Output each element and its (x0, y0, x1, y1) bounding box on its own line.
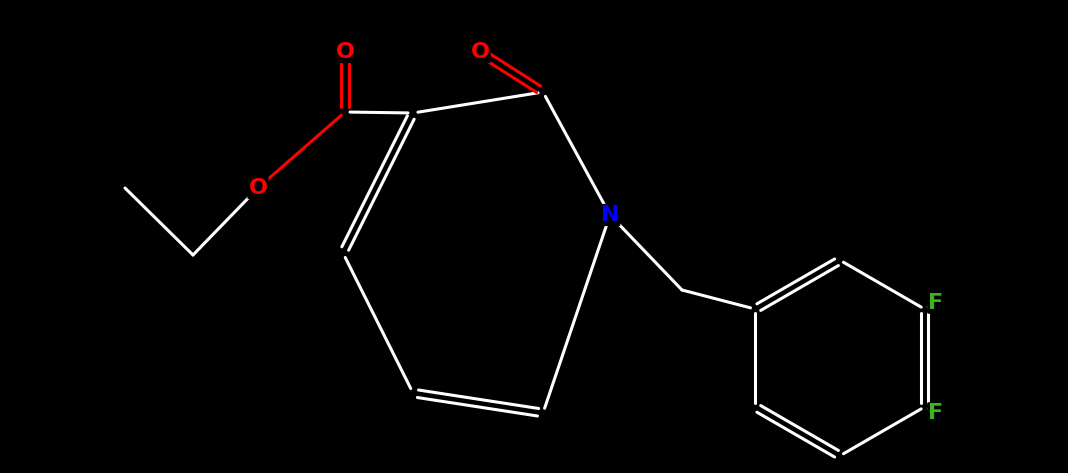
Text: N: N (600, 205, 619, 225)
Text: F: F (928, 293, 943, 313)
Text: O: O (335, 42, 355, 62)
Text: O: O (249, 178, 267, 198)
Text: F: F (928, 403, 943, 423)
Text: O: O (471, 42, 489, 62)
